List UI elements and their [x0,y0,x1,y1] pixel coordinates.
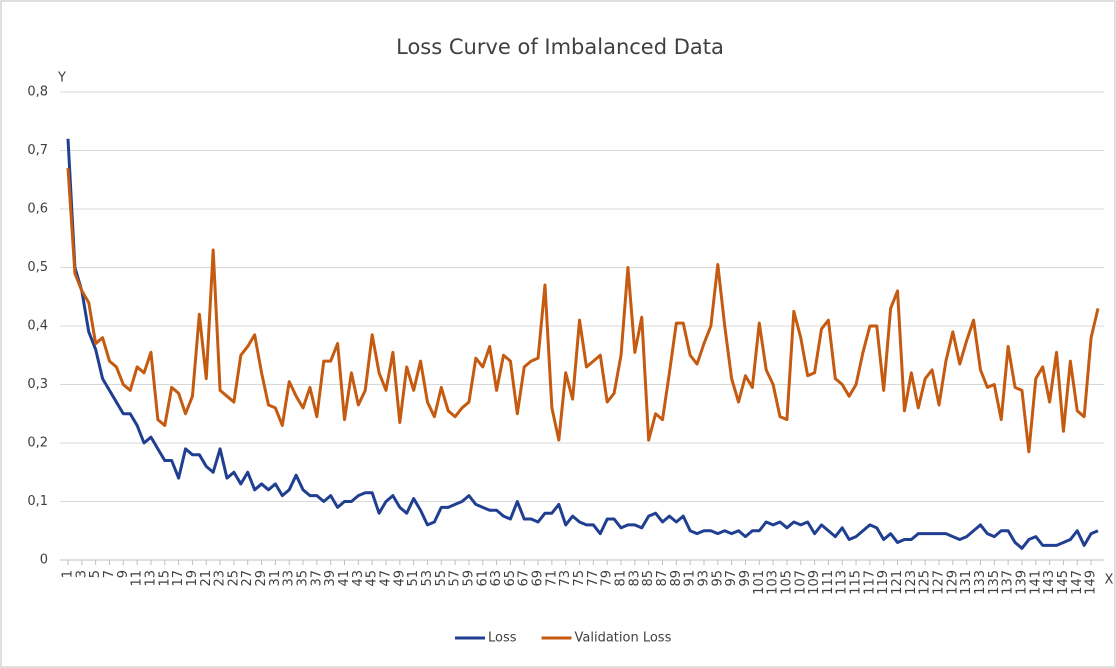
x-tick-label: 49 [392,570,407,587]
x-tick-label: 97 [724,570,739,587]
y-tick-label: 0,8 [27,85,48,100]
x-tick-label: 39 [323,570,338,587]
x-tick-label: 113 [835,570,850,595]
x-tick-label: 69 [531,570,546,587]
x-tick-label: 91 [683,570,698,587]
x-tick-label: 147 [1070,570,1085,595]
x-tick-label: 3 [74,570,89,578]
x-tick-label: 53 [420,570,435,587]
y-tick-label: 0,5 [27,260,48,275]
x-tick-label: 59 [461,570,476,587]
x-tick-label: 111 [821,570,836,595]
x-tick-label: 17 [171,570,186,587]
legend-label: Loss [488,631,517,646]
x-tick-label: 83 [627,570,642,587]
x-tick-label: 127 [932,570,947,595]
x-tick-label: 133 [973,570,988,595]
x-tick-label: 5 [88,570,103,578]
x-tick-label: 135 [987,570,1002,595]
x-tick-label: 1 [61,570,76,578]
x-tick-label: 107 [793,570,808,595]
x-tick-label: 31 [268,570,283,587]
x-tick-label: 19 [185,570,200,587]
x-tick-label: 129 [945,570,960,595]
y-tick-label: 0 [40,553,48,568]
legend-label: Validation Loss [575,631,672,646]
x-tick-label: 45 [365,570,380,587]
x-tick-label: 85 [641,570,656,587]
x-tick-label: 79 [600,570,615,587]
x-tick-label: 55 [434,570,449,587]
y-axis-label: Y [57,71,66,86]
x-tick-label: 43 [351,570,366,587]
x-tick-label: 143 [1042,570,1057,595]
x-tick-label: 149 [1084,570,1099,595]
x-tick-label: 141 [1028,570,1043,595]
x-tick-label: 37 [309,570,324,587]
x-tick-label: 137 [1001,570,1016,595]
x-tick-label: 23 [213,570,228,587]
y-tick-label: 0,6 [27,202,48,217]
x-tick-label: 63 [489,570,504,587]
x-tick-label: 41 [337,570,352,587]
x-tick-label: 93 [696,570,711,587]
x-tick-label: 25 [226,570,241,587]
x-tick-label: 51 [406,570,421,587]
x-tick-label: 57 [448,570,463,587]
x-tick-label: 121 [890,570,905,595]
x-tick-label: 71 [544,570,559,587]
x-tick-label: 109 [807,570,822,595]
x-tick-label: 117 [862,570,877,595]
x-tick-label: 105 [779,570,794,595]
x-tick-label: 81 [614,570,629,587]
x-tick-label: 73 [558,570,573,587]
x-tick-label: 9 [116,570,131,578]
x-tick-label: 21 [199,570,214,587]
x-tick-label: 67 [517,570,532,587]
series-line [66,138,1099,550]
x-tick-label: 29 [254,570,269,587]
x-tick-label: 33 [282,570,297,587]
y-tick-label: 0,2 [27,436,48,451]
x-tick-label: 89 [669,570,684,587]
y-tick-label: 0,7 [27,143,48,158]
x-tick-label: 119 [876,570,891,595]
x-tick-label: 7 [102,570,117,578]
x-tick-label: 139 [1014,570,1029,595]
x-tick-label: 13 [143,570,158,587]
y-tick-label: 0,1 [27,494,48,509]
x-tick-label: 61 [475,570,490,587]
x-tick-label: 47 [378,570,393,587]
x-tick-label: 125 [918,570,933,595]
x-tick-label: 11 [130,570,145,587]
x-tick-label: 35 [296,570,311,587]
x-tick-label: 115 [849,570,864,595]
x-tick-label: 131 [959,570,974,595]
chart-title: Loss Curve of Imbalanced Data [396,35,724,59]
y-tick-label: 0,3 [27,377,48,392]
x-tick-label: 65 [503,570,518,587]
x-tick-label: 15 [157,570,172,587]
x-tick-label: 27 [240,570,255,587]
x-tick-label: 101 [752,570,767,595]
x-tick-label: 123 [904,570,919,595]
y-tick-label: 0,4 [27,319,48,334]
x-tick-label: 77 [586,570,601,587]
x-tick-label: 95 [710,570,725,587]
x-tick-label: 75 [572,570,587,587]
x-axis-label: X [1105,573,1114,588]
x-tick-label: 99 [738,570,753,587]
x-tick-label: 87 [655,570,670,587]
series-line [66,167,1100,454]
x-tick-label: 145 [1056,570,1071,595]
x-tick-label: 103 [766,570,781,595]
